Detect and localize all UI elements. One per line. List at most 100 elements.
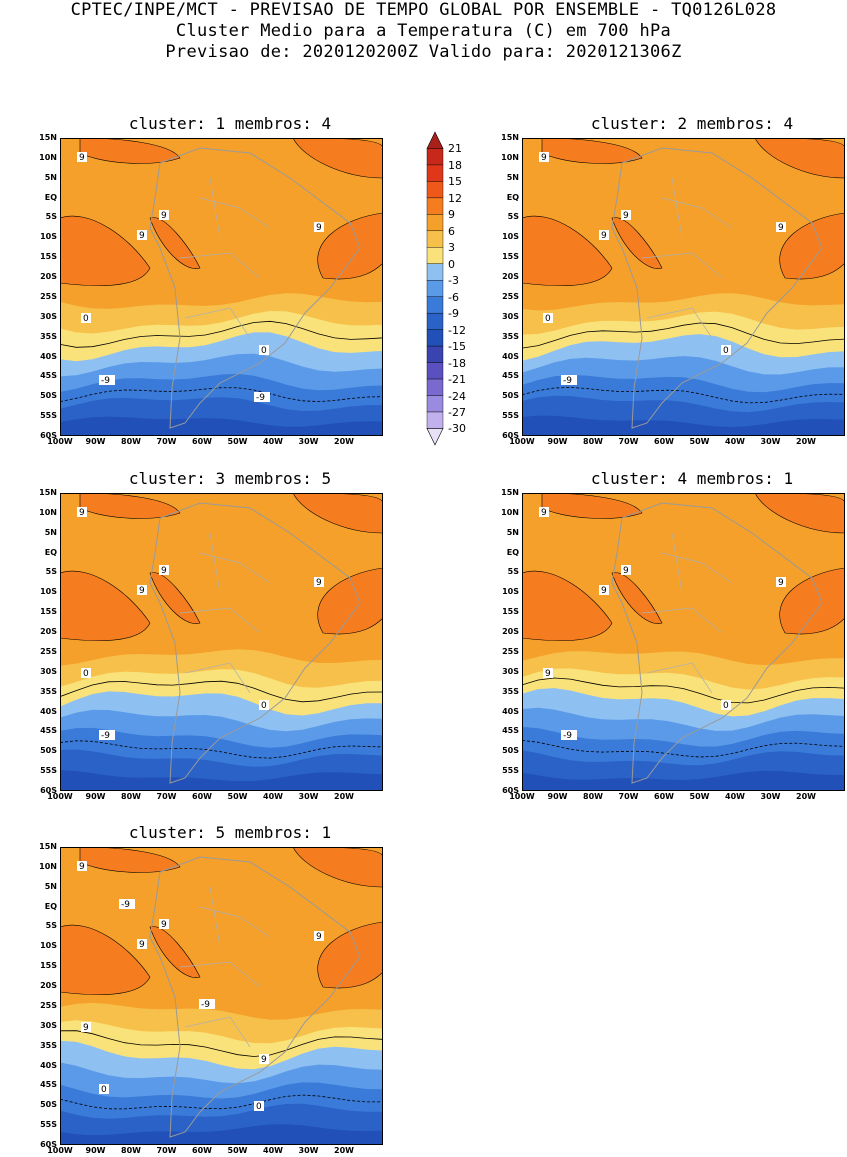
colorbar-swatch bbox=[426, 329, 444, 347]
latitude-label: 60S bbox=[40, 786, 57, 795]
contour-label: 9 bbox=[137, 939, 147, 950]
latitude-label: 35S bbox=[40, 331, 57, 341]
colorbar-swatch bbox=[426, 280, 444, 297]
contour-label-text: 9 bbox=[601, 231, 607, 241]
latitude-label: 30S bbox=[40, 666, 57, 676]
warm-region-2 bbox=[541, 138, 643, 164]
contour-label-text: 9 bbox=[316, 578, 322, 588]
latitude-label: 5N bbox=[506, 172, 519, 182]
temperature-map: 9 9 9 9 0 0 -9 bbox=[60, 493, 383, 791]
contour-label: 9 bbox=[621, 210, 631, 221]
contour-label-text: 9 bbox=[161, 566, 167, 576]
contour-label: 9 bbox=[77, 152, 87, 163]
longitude-label: 20W bbox=[334, 437, 354, 446]
longitude-label: 100W bbox=[47, 1146, 73, 1155]
panel-title: cluster: 3 membros: 5 bbox=[128, 469, 332, 488]
longitude-label: 70W bbox=[156, 437, 177, 446]
contour-label: 9 bbox=[159, 919, 169, 930]
map-frame bbox=[522, 493, 845, 791]
warm-region-1 bbox=[779, 567, 845, 635]
contour-label: -9 bbox=[254, 392, 270, 403]
longitude-label: 30W bbox=[298, 792, 319, 801]
warm-region-0 bbox=[522, 570, 613, 642]
colorbar-swatch bbox=[426, 378, 444, 396]
longitude-label: 90W bbox=[547, 437, 568, 446]
contour-label-text: 9 bbox=[545, 669, 551, 679]
contour-zero bbox=[522, 677, 845, 704]
temperature-map: 9 9 9 9 9 9 0 0 -9 -9 bbox=[60, 847, 383, 1145]
longitude-label: 30W bbox=[760, 437, 781, 446]
contour-label: -9 bbox=[561, 730, 577, 741]
colorbar-label: -15 bbox=[448, 340, 466, 354]
colorbar-swatch bbox=[426, 362, 444, 380]
contour-minus-nine bbox=[60, 1094, 383, 1110]
warm-region-1 bbox=[317, 921, 383, 989]
contour-label: 9 bbox=[259, 1054, 269, 1065]
contour-label-text: 9 bbox=[623, 211, 629, 221]
latitude-label: 5N bbox=[44, 172, 57, 182]
longitude-label: 100W bbox=[509, 437, 535, 446]
latitude-label: 5N bbox=[44, 881, 57, 891]
latitude-label: 35S bbox=[502, 686, 519, 696]
latitude-label: 50S bbox=[40, 391, 57, 401]
contour-label-text: 9 bbox=[79, 153, 85, 163]
longitude-label: 50W bbox=[227, 792, 248, 801]
warm-region-2 bbox=[79, 138, 181, 164]
panel-title: cluster: 4 membros: 1 bbox=[590, 469, 794, 488]
contour-label: 0 bbox=[99, 1084, 109, 1095]
contour-label: -9 bbox=[199, 999, 215, 1010]
warm-region-0 bbox=[60, 924, 151, 996]
colorbar-label: 15 bbox=[448, 175, 462, 189]
latitude-label: 55S bbox=[502, 411, 519, 421]
latitude-label: 15N bbox=[39, 488, 57, 497]
continent-outline bbox=[149, 856, 361, 1138]
contour-label-text: 9 bbox=[541, 508, 547, 518]
longitude-label: 30W bbox=[760, 792, 781, 801]
latitude-label: 20S bbox=[40, 272, 57, 282]
title-line-1: CPTEC/INPE/MCT - PREVISAO DE TEMPO GLOBA… bbox=[70, 0, 777, 20]
latitude-label: 5N bbox=[44, 527, 57, 537]
colorbar-label: -24 bbox=[448, 389, 466, 403]
latitude-label: 45S bbox=[40, 371, 57, 381]
colorbar-label: 21 bbox=[448, 142, 462, 156]
contour-label: 0 bbox=[721, 345, 731, 356]
warm-region-4 bbox=[149, 926, 201, 978]
contour-zero bbox=[60, 1030, 383, 1057]
colorbar-label: -12 bbox=[448, 323, 466, 337]
latitude-label: 15S bbox=[502, 607, 519, 617]
latitude-label: 10N bbox=[39, 152, 57, 162]
temperature-map: 9 9 9 9 0 0 -9 bbox=[522, 138, 845, 436]
colorbar-swatch bbox=[426, 164, 444, 182]
colorbar-label: -27 bbox=[448, 406, 466, 419]
longitude-label: 40W bbox=[263, 1146, 283, 1155]
latitude-label: 10N bbox=[39, 507, 57, 517]
latitude-label: 15N bbox=[39, 842, 57, 851]
contour-label: 9 bbox=[621, 565, 631, 576]
latitude-label: 10S bbox=[40, 941, 57, 951]
contour-label: 0 bbox=[543, 313, 553, 324]
country-borders bbox=[179, 177, 271, 339]
contour-label-text: 0 bbox=[256, 1102, 262, 1112]
colorbar-label: 9 bbox=[448, 208, 455, 222]
latitude-label: 10S bbox=[40, 232, 57, 242]
longitude-label: 60W bbox=[654, 792, 674, 801]
latitude-label: EQ bbox=[44, 901, 57, 911]
colorbar-label: 0 bbox=[448, 257, 455, 271]
colorbar-label: -18 bbox=[448, 356, 466, 370]
contour-label: -9 bbox=[99, 375, 115, 386]
longitude-label: 40W bbox=[263, 437, 283, 446]
latitude-label: 45S bbox=[40, 726, 57, 736]
latitude-label: 35S bbox=[502, 331, 519, 341]
colorbar-swatch bbox=[426, 148, 444, 166]
warm-region-0 bbox=[522, 215, 613, 287]
latitude-label: 35S bbox=[40, 1040, 57, 1050]
latitude-label: 10N bbox=[501, 152, 519, 162]
contour-label-text: 9 bbox=[601, 586, 607, 596]
latitude-label: EQ bbox=[44, 192, 57, 202]
colorbar: 21 18 15 12 9 6 3 0 -3 -6 -9 -12 -15 -18 -21 -24 -27 -30 bbox=[420, 130, 480, 450]
colorbar-swatch bbox=[426, 296, 444, 314]
latitude-label: 40S bbox=[502, 706, 519, 716]
latitude-label: 5S bbox=[507, 567, 519, 577]
longitude-label: 60W bbox=[192, 792, 212, 801]
title-line-2: Cluster Medio para a Temperatura (C) em … bbox=[175, 21, 672, 41]
